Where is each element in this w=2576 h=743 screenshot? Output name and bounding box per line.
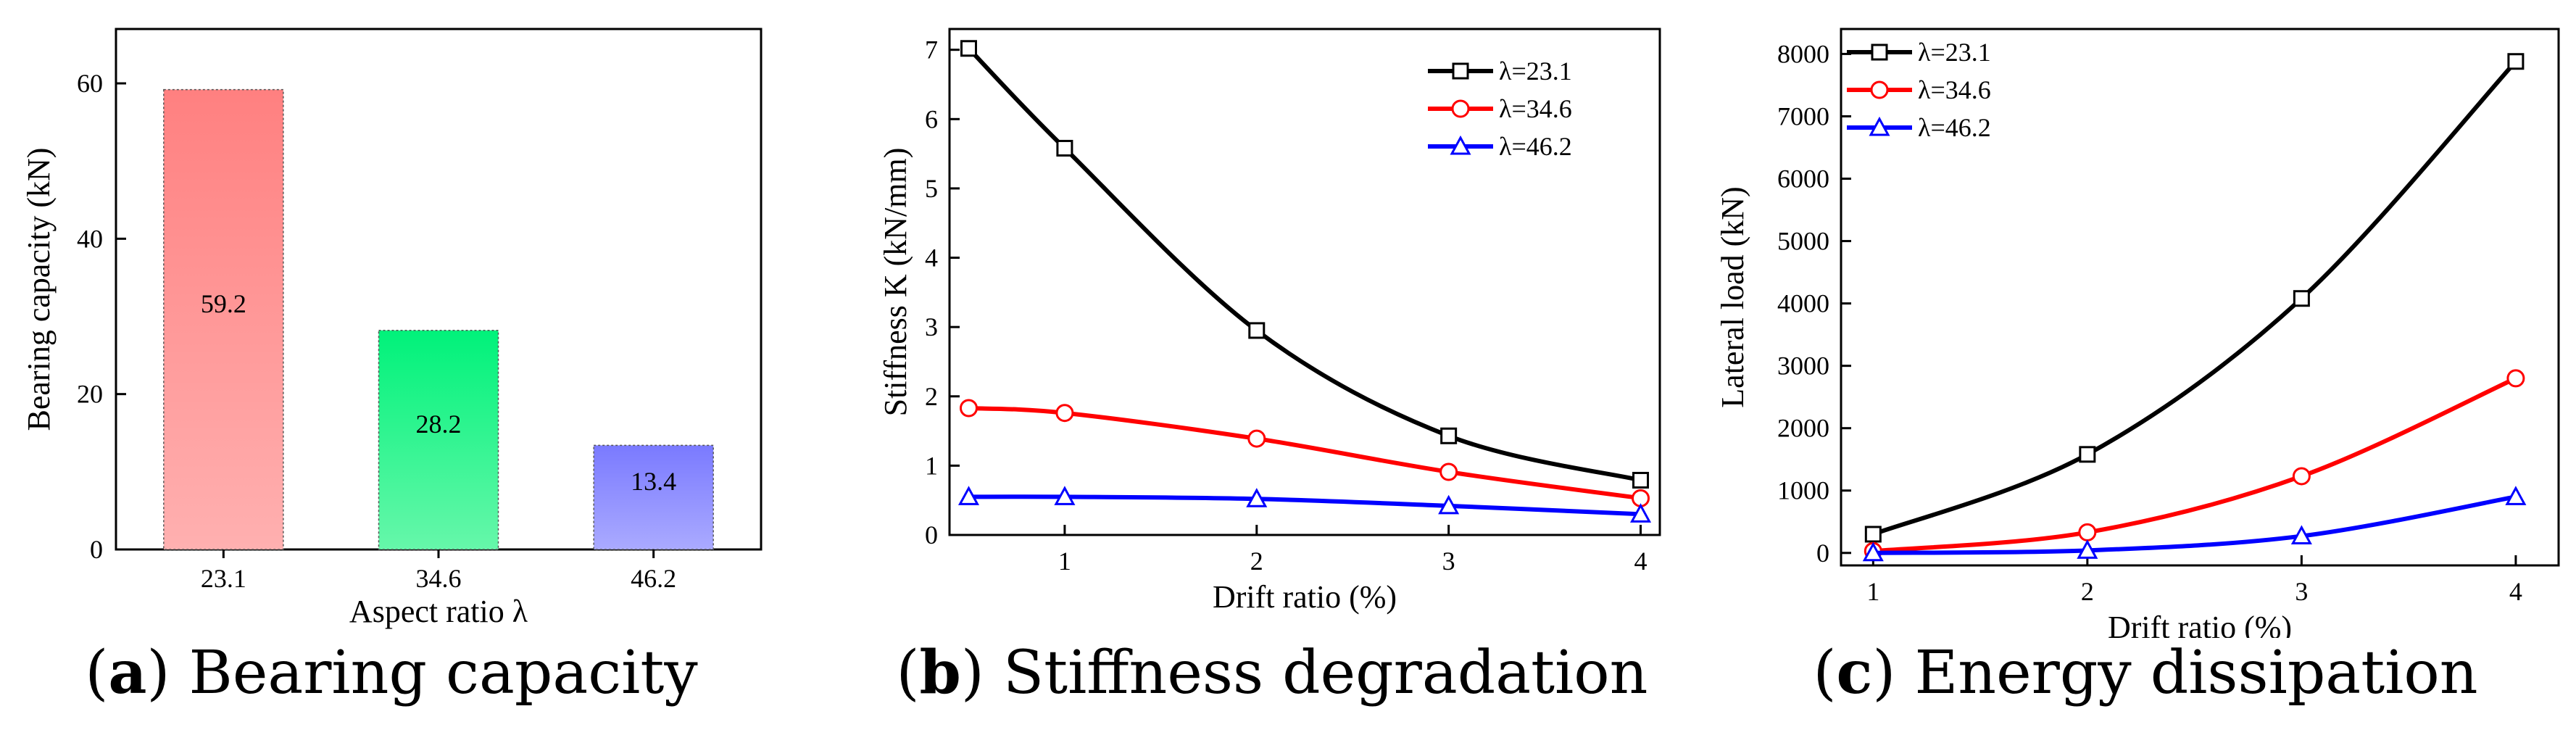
- x-axis-label: Aspect ratio λ: [349, 594, 528, 629]
- data-point-marker: [2079, 446, 2096, 463]
- legend-label: λ=46.2: [1499, 132, 1572, 161]
- legend-marker: [1450, 135, 1471, 155]
- y-axis-label: Lateral load (kN): [1715, 186, 1750, 407]
- data-point-marker: [1632, 471, 1650, 489]
- y-tick-label: 0: [925, 520, 938, 549]
- data-point-marker: [1247, 429, 1266, 448]
- y-axis-label: Bearing capacity (kN): [21, 148, 57, 431]
- y-tick-label: 60: [77, 69, 103, 98]
- legend-label: λ=34.6: [1918, 75, 1991, 104]
- y-tick-label: 40: [77, 224, 103, 253]
- legend-marker: [1871, 43, 1888, 61]
- y-tick-label: 3: [925, 312, 938, 341]
- y-tick-label: 7: [925, 36, 938, 65]
- data-point-marker: [960, 40, 977, 57]
- x-tick-label: 34.6: [416, 564, 462, 593]
- data-point-marker: [959, 399, 978, 418]
- y-tick-label: 20: [77, 380, 103, 409]
- legend-marker: [1452, 62, 1469, 80]
- bar-23.1: [163, 88, 284, 550]
- x-axis-label: Drift ratio (%): [2108, 610, 2292, 638]
- series-line-2: [1873, 494, 2517, 555]
- data-point-marker: [1056, 139, 1073, 157]
- y-tick-label: 2: [925, 382, 938, 411]
- legend-label: λ=34.6: [1499, 94, 1572, 123]
- y-tick-label: 5: [925, 174, 938, 203]
- bar-value-label: 13.4: [631, 467, 676, 496]
- x-tick-label: 2: [1250, 547, 1263, 576]
- bar-34.6: [378, 330, 499, 550]
- y-tick-label: 4000: [1777, 289, 1829, 318]
- data-point-marker: [2292, 467, 2311, 486]
- y-tick-label: 2000: [1777, 414, 1829, 443]
- bar-value-label: 59.2: [201, 289, 246, 318]
- legend-label: λ=46.2: [1918, 113, 1991, 142]
- y-tick-label: 0: [90, 535, 103, 564]
- legend-marker: [1451, 99, 1470, 118]
- data-point-marker: [2507, 53, 2525, 70]
- bar-46.2: [593, 444, 714, 550]
- y-tick-label: 6: [925, 104, 938, 133]
- data-point-marker: [1440, 427, 1458, 444]
- y-tick-label: 5000: [1777, 227, 1829, 256]
- stiffness-degradation-chart: 0 1 2 3 4 5 6 7 1 2 3 4 Drift ratio (%) Stiffness K (…: [878, 28, 1661, 615]
- data-point-marker: [1439, 462, 1458, 481]
- data-point-marker: [957, 486, 980, 505]
- caption-c: (c) Energy dissipation: [1813, 638, 2478, 707]
- data-point-marker: [2078, 523, 2097, 541]
- x-tick-label: 4: [2509, 577, 2522, 606]
- energy-dissipation-chart: 0 1000 2000 3000 4000 5000 6000 7000 8000 1 2 3 4 Dri…: [1715, 28, 2560, 638]
- data-point-marker: [2293, 290, 2310, 307]
- data-point-marker: [1246, 488, 1268, 507]
- data-point-marker: [1054, 486, 1076, 505]
- x-tick-label: 1: [1058, 547, 1071, 576]
- data-point-marker: [1055, 404, 1074, 423]
- caption-a: (a) Bearing capacity: [85, 638, 698, 707]
- legend-marker: [1869, 116, 1890, 136]
- data-point-marker: [1629, 503, 1652, 523]
- legend-label: λ=23.1: [1499, 57, 1572, 86]
- x-tick-label: 4: [1634, 547, 1648, 576]
- legend-label: λ=23.1: [1918, 38, 1991, 67]
- y-tick-label: 0: [1816, 539, 1829, 568]
- data-point-marker: [2506, 369, 2525, 388]
- series-line-1: [1873, 376, 2517, 554]
- x-tick-label: 3: [1442, 547, 1455, 576]
- series-line-0: [1872, 59, 2518, 536]
- data-point-marker: [1862, 541, 1884, 562]
- y-tick-label: 8000: [1777, 39, 1829, 68]
- x-tick-label: 46.2: [631, 564, 676, 593]
- series-line-2: [968, 494, 1641, 517]
- legend-marker: [1870, 80, 1889, 99]
- bearing-capacity-chart: 0 20 40 60 59.2 23.1 28.2 34.6 13.4 46.2 Aspect ra…: [21, 28, 763, 629]
- data-point-marker: [2077, 539, 2098, 559]
- x-tick-label: 23.1: [201, 564, 246, 593]
- data-point-marker: [1438, 494, 1460, 515]
- series-line-1: [968, 406, 1641, 501]
- y-tick-label: 3000: [1777, 352, 1829, 381]
- data-point-marker: [2505, 486, 2527, 505]
- y-tick-label: 7000: [1777, 101, 1829, 130]
- y-axis-label: Stiffness K (kN/mm): [878, 148, 913, 417]
- data-point-marker: [2290, 525, 2312, 545]
- x-axis-label: Drift ratio (%): [1213, 579, 1397, 615]
- plot-frame: [1840, 28, 2560, 567]
- y-tick-label: 4: [925, 244, 938, 273]
- plot-frame: [948, 28, 1661, 536]
- data-point-marker: [1864, 526, 1882, 543]
- bar-value-label: 28.2: [416, 410, 462, 439]
- y-tick-label: 1: [925, 451, 938, 480]
- y-tick-label: 1000: [1777, 476, 1829, 505]
- y-tick-label: 6000: [1777, 165, 1829, 194]
- data-point-marker: [1248, 322, 1266, 339]
- x-tick-label: 2: [2081, 577, 2094, 606]
- x-tick-label: 1: [1866, 577, 1879, 606]
- caption-b: (b) Stiffness degradation: [896, 638, 1648, 707]
- x-tick-label: 3: [2295, 577, 2308, 606]
